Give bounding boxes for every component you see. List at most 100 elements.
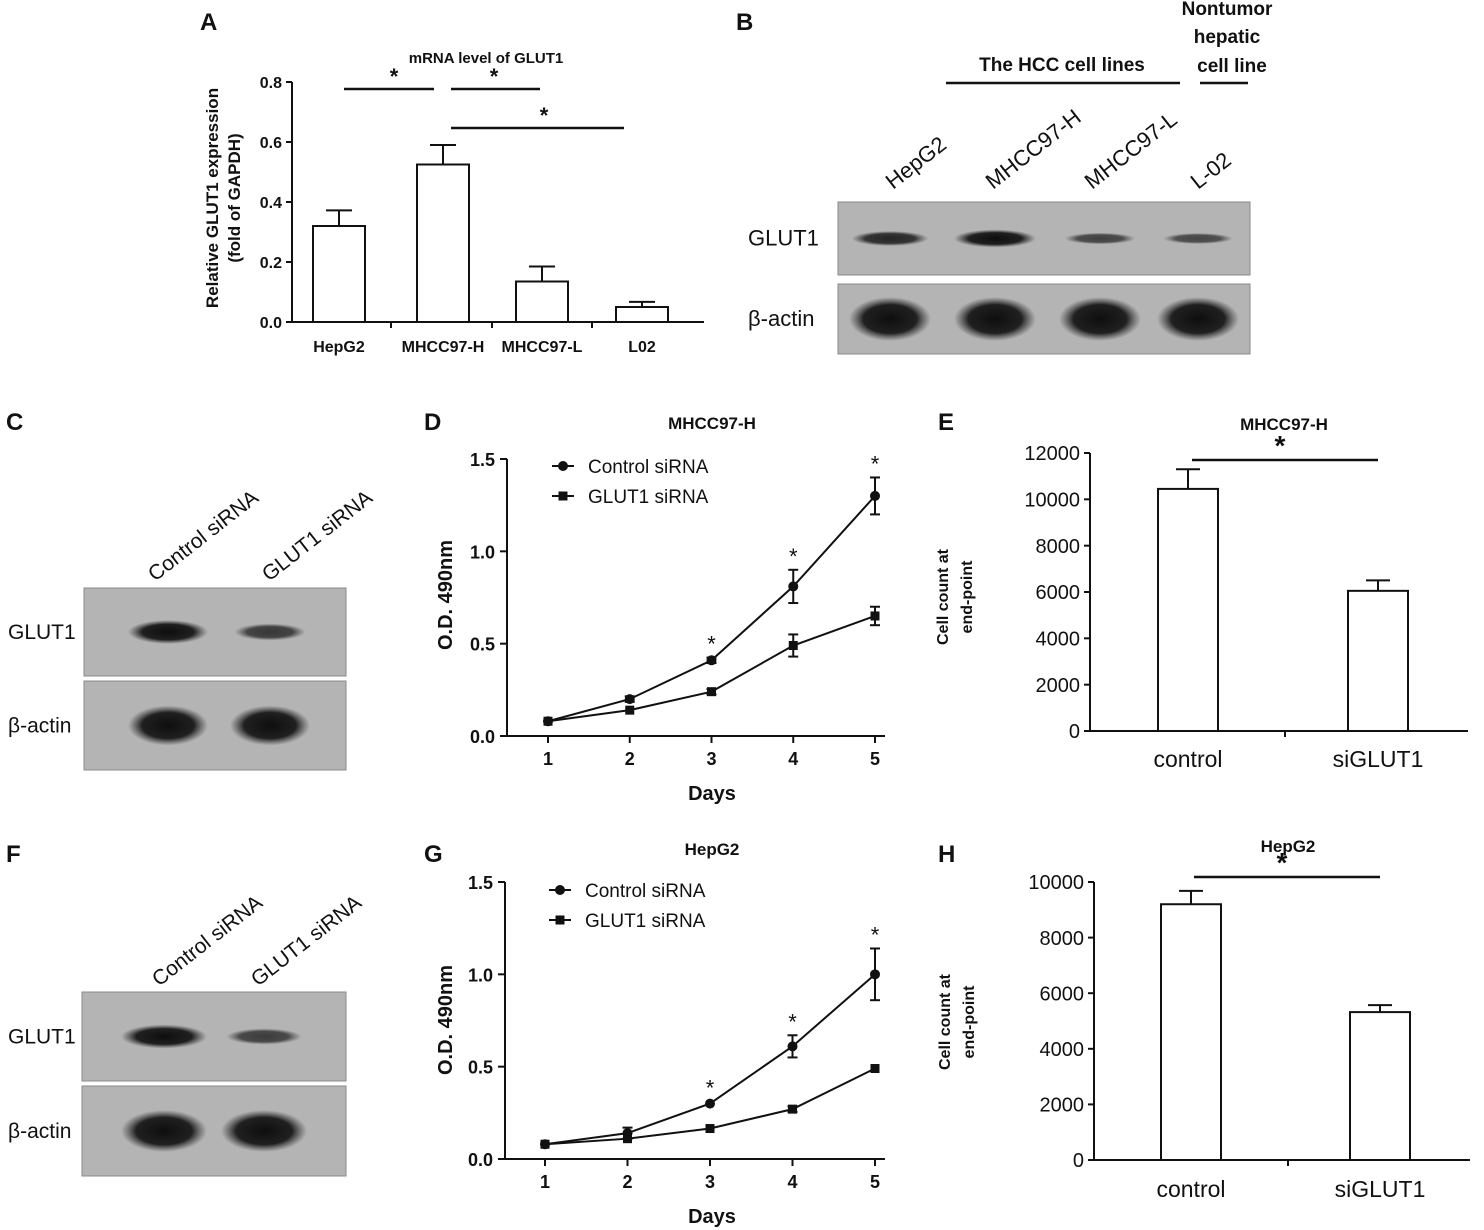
y-tick-label: 0 bbox=[1069, 721, 1080, 743]
y-tick-label: 0.5 bbox=[468, 1058, 493, 1078]
y-tick-label: 0.5 bbox=[470, 635, 495, 655]
blot-band bbox=[849, 297, 931, 341]
y-tick-label: 0.8 bbox=[260, 75, 282, 92]
category-label: MHCC97-L bbox=[502, 339, 583, 356]
blot-band bbox=[1163, 233, 1233, 244]
y-tick-label: 10000 bbox=[1024, 490, 1080, 512]
y-tick-label: 0.6 bbox=[260, 135, 282, 152]
significance-asterisk: * bbox=[871, 922, 880, 947]
chart-g-ylabel: O.D. 490nm bbox=[435, 965, 457, 1075]
data-point bbox=[870, 611, 880, 621]
y-tick-label: 4000 bbox=[1036, 629, 1081, 651]
chart-a-title: mRNA level of GLUT1 bbox=[409, 50, 563, 67]
lane-label: GLUT1 siRNA bbox=[258, 486, 377, 586]
y-tick-label: 1.0 bbox=[468, 965, 493, 985]
blot-row-label: β-actin bbox=[8, 1120, 71, 1143]
data-point bbox=[788, 1104, 797, 1114]
chart-g-title: HepG2 bbox=[685, 840, 740, 859]
chart-e-title: MHCC97-H bbox=[1240, 415, 1328, 434]
blot-band bbox=[226, 1028, 302, 1045]
blot-band bbox=[1157, 297, 1239, 341]
significance-asterisk: * bbox=[788, 1009, 797, 1034]
blot-b-header-nontumor-2: hepatic bbox=[1194, 27, 1261, 48]
significance-asterisk: * bbox=[707, 632, 716, 657]
blot-band bbox=[128, 620, 208, 644]
y-tick-label: 0.2 bbox=[260, 255, 282, 272]
x-tick-label: 1 bbox=[540, 1172, 550, 1192]
chart-h-hepg2-count: HepG2 Cell count at end-point 0 2000 4000 6… bbox=[937, 837, 1470, 1202]
data-point bbox=[707, 687, 716, 697]
data-point bbox=[540, 1139, 550, 1149]
y-tick-label: 1.5 bbox=[470, 450, 495, 470]
data-point bbox=[625, 705, 635, 715]
data-point bbox=[870, 490, 880, 501]
chart-d-title: MHCC97-H bbox=[668, 414, 756, 433]
category-label: control bbox=[1153, 746, 1222, 772]
blot-band bbox=[954, 297, 1036, 341]
chart-a-mrna-glut1: mRNA level of GLUT1 Relative GLUT1 expre… bbox=[203, 50, 704, 356]
legend-label: GLUT1 siRNA bbox=[588, 487, 709, 508]
legend-marker bbox=[558, 461, 568, 471]
legend-label: Control siRNA bbox=[585, 881, 706, 902]
significance-asterisk: * bbox=[871, 451, 880, 476]
x-tick-label: 1 bbox=[543, 749, 553, 769]
y-tick-label: 12000 bbox=[1024, 443, 1080, 465]
data-point bbox=[543, 716, 553, 726]
data-point bbox=[623, 1134, 632, 1144]
lane-label: GLUT1 siRNA bbox=[247, 891, 366, 991]
y-tick-label: 1.5 bbox=[468, 873, 493, 893]
legend-marker bbox=[558, 491, 568, 501]
legend-label: GLUT1 siRNA bbox=[585, 911, 706, 932]
bar-mhcc97-l bbox=[515, 280, 569, 323]
panel-letter-e: E bbox=[938, 409, 954, 436]
lane-label: L-02 bbox=[1186, 147, 1236, 194]
bar-control bbox=[1160, 903, 1222, 1161]
chart-e-mhcc97h-count: MHCC97-H Cell count at end-point 0 2000 40… bbox=[935, 415, 1468, 772]
category-label: siGLUT1 bbox=[1333, 746, 1424, 772]
y-tick-label: 0.0 bbox=[260, 315, 282, 332]
category-label: control bbox=[1156, 1176, 1225, 1202]
blot-band bbox=[230, 705, 310, 746]
data-point bbox=[788, 641, 798, 651]
bar-control bbox=[1157, 487, 1219, 732]
blot-band bbox=[128, 705, 208, 746]
panel-letter-g: G bbox=[424, 841, 443, 868]
data-point bbox=[870, 1064, 880, 1074]
lane-label: MHCC97-L bbox=[1080, 106, 1182, 193]
y-tick-label: 0.0 bbox=[470, 727, 495, 747]
blot-membrane-glut1 bbox=[83, 587, 347, 677]
category-label: MHCC97-H bbox=[402, 339, 485, 356]
panel-letter-c: C bbox=[6, 409, 23, 436]
x-tick-label: 3 bbox=[706, 749, 716, 769]
category-label: siGLUT1 bbox=[1335, 1176, 1426, 1202]
y-tick-label: 4000 bbox=[1040, 1039, 1085, 1061]
blot-band bbox=[1059, 297, 1141, 341]
blot-band bbox=[121, 1110, 207, 1152]
panel-letter-f: F bbox=[6, 841, 21, 868]
blot-b-header-nontumor-1: Nontumor bbox=[1182, 0, 1273, 20]
x-tick-label: 5 bbox=[870, 749, 880, 769]
data-point bbox=[705, 1098, 715, 1109]
panel-letter-d: D bbox=[424, 409, 441, 436]
chart-d-ylabel: O.D. 490nm bbox=[435, 540, 457, 650]
legend-marker bbox=[555, 915, 565, 925]
bar-siglut1 bbox=[1349, 1011, 1411, 1161]
bar-l02 bbox=[615, 306, 669, 323]
x-tick-label: 2 bbox=[625, 749, 635, 769]
data-point bbox=[788, 581, 799, 592]
blot-row-label: GLUT1 bbox=[748, 226, 819, 251]
y-tick-label: 0.4 bbox=[260, 195, 282, 212]
x-tick-label: 2 bbox=[622, 1172, 632, 1192]
y-tick-label: 2000 bbox=[1036, 675, 1081, 697]
chart-g-xlabel: Days bbox=[688, 1206, 736, 1228]
category-label: HepG2 bbox=[313, 339, 365, 356]
chart-h-title: HepG2 bbox=[1261, 837, 1316, 856]
legend-marker bbox=[555, 885, 565, 895]
data-point bbox=[624, 694, 635, 705]
chart-e-ylabel-line1: Cell count at bbox=[935, 548, 952, 645]
panel-letter-b: B bbox=[736, 9, 753, 36]
category-label: L02 bbox=[628, 339, 656, 356]
